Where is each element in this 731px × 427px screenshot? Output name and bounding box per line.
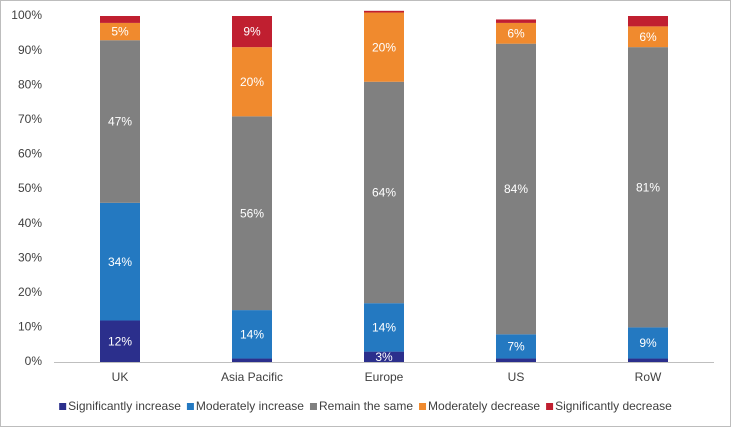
bar-segment xyxy=(364,10,404,13)
value-label: 20% xyxy=(240,75,264,89)
legend-swatch xyxy=(186,403,194,410)
value-label: 64% xyxy=(372,186,396,200)
value-label: 6% xyxy=(639,30,657,44)
value-label: 9% xyxy=(639,336,657,350)
y-tick-label: 80% xyxy=(18,77,42,91)
legend-label: Significantly increase xyxy=(68,399,181,413)
y-tick-label: 10% xyxy=(18,320,42,334)
value-label: 20% xyxy=(372,40,396,54)
value-label: 34% xyxy=(108,255,132,269)
bar-segment xyxy=(100,16,140,23)
legend: Significantly increase Moderately increas… xyxy=(59,399,672,413)
legend-swatch xyxy=(59,403,67,410)
x-tick-label: Europe xyxy=(365,370,404,384)
bar-segment xyxy=(496,19,536,23)
bar-segment xyxy=(496,334,536,359)
bar-segment xyxy=(364,12,404,82)
value-label: 7% xyxy=(507,340,525,354)
legend-label: Moderately decrease xyxy=(428,399,540,413)
y-tick-label: 90% xyxy=(18,43,42,57)
value-label: 6% xyxy=(507,26,525,40)
bar-segment xyxy=(100,202,140,321)
bar-segment xyxy=(496,22,536,44)
x-tick-label: UK xyxy=(112,370,129,384)
legend-label: Remain the same xyxy=(319,399,413,413)
legend-swatch xyxy=(546,403,554,410)
value-label: 14% xyxy=(240,327,264,341)
bar-segment xyxy=(232,47,272,117)
value-label: 5% xyxy=(111,25,129,39)
y-tick-label: 20% xyxy=(18,285,42,299)
value-label: 84% xyxy=(504,182,528,196)
bar-segment xyxy=(628,16,668,27)
bar-segment xyxy=(628,358,668,362)
y-tick-label: 70% xyxy=(18,112,42,126)
value-label: 56% xyxy=(240,206,264,220)
bar-segment xyxy=(364,303,404,352)
bar-segment xyxy=(100,22,140,41)
value-label: 81% xyxy=(636,180,660,194)
value-label: 12% xyxy=(108,334,132,348)
bar-segment xyxy=(232,310,272,359)
y-tick-label: 0% xyxy=(25,354,43,368)
y-tick-label: 40% xyxy=(18,216,42,230)
bar-segment xyxy=(496,43,536,335)
x-tick-label: Asia Pacific xyxy=(221,370,283,384)
bar-segment xyxy=(100,40,140,203)
bar-segment xyxy=(100,320,140,362)
y-tick-label: 100% xyxy=(11,8,42,22)
legend-swatch xyxy=(419,403,427,410)
legend-swatch xyxy=(309,403,317,410)
bar-segment xyxy=(628,47,668,328)
y-tick-label: 60% xyxy=(18,147,42,161)
bar-segment xyxy=(232,358,272,362)
y-tick-label: 30% xyxy=(18,250,42,264)
bar-segment xyxy=(628,26,668,48)
x-tick-label: RoW xyxy=(635,370,662,384)
value-label: 9% xyxy=(243,25,261,39)
bar-segment xyxy=(232,16,272,48)
value-label: 3% xyxy=(375,350,393,364)
legend-label: Significantly decrease xyxy=(555,399,672,413)
y-tick-label: 50% xyxy=(18,181,42,195)
bar-segment xyxy=(364,81,404,304)
bar-segment xyxy=(496,358,536,362)
value-label: 47% xyxy=(108,115,132,129)
x-tick-label: US xyxy=(508,370,525,384)
legend-label: Moderately increase xyxy=(196,399,304,413)
bar-segment xyxy=(628,327,668,359)
value-label: 14% xyxy=(372,321,396,335)
bar-segment xyxy=(232,116,272,311)
bar-segment xyxy=(364,351,404,362)
